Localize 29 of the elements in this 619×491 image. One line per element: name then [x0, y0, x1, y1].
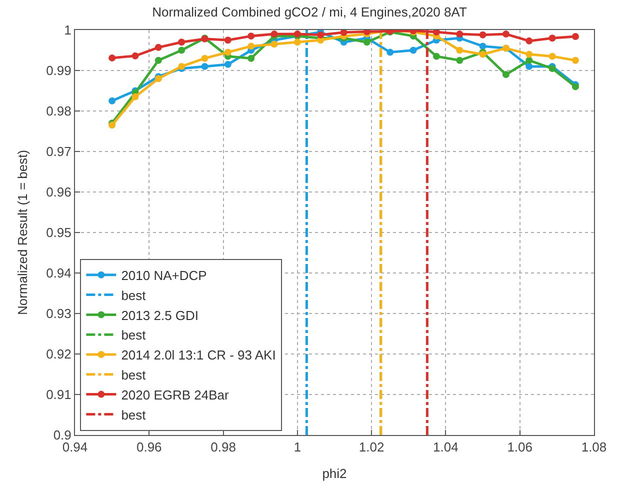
- legend-label: best: [121, 328, 146, 343]
- x-tick-label: 0.98: [210, 440, 236, 455]
- y-tick-label: 0.93: [46, 306, 72, 322]
- y-tick-label: 0.92: [46, 346, 72, 362]
- legend-label: best: [121, 407, 146, 422]
- y-tick-label: 0.9: [53, 428, 72, 443]
- y-tick-label: 0.96: [46, 184, 72, 200]
- legend-label: 2020 EGRB 24Bar: [121, 387, 230, 402]
- legend-label: 2014 2.0l 13:1 CR - 93 AKI: [121, 348, 276, 363]
- y-tick-label: 1: [64, 22, 72, 38]
- y-tick-label: 0.91: [46, 387, 72, 402]
- y-tick-label: 0.99: [46, 63, 72, 78]
- x-tick-label: 1.02: [358, 440, 384, 455]
- chart-title: Normalized Combined gCO2 / mi, 4 Engines,2020 8AT: [152, 4, 467, 20]
- x-tick-label: 1.04: [433, 440, 458, 455]
- legend-label: 2013 2.5 GDI: [121, 308, 199, 323]
- y-axis-title: Normalized Result (1 = best): [15, 150, 30, 316]
- y-tick-label: 0.94: [46, 266, 72, 281]
- y-tick-label: 0.95: [46, 225, 72, 240]
- y-tick-label: 0.97: [46, 144, 72, 160]
- x-axis-title: phi2: [322, 466, 347, 482]
- x-tick-label: 1.08: [581, 440, 607, 455]
- legend-label: 2010 NA+DCP: [121, 268, 207, 283]
- legend-label: best: [121, 367, 146, 382]
- x-tick-label: 1.06: [507, 440, 533, 455]
- legend-label: best: [121, 288, 146, 303]
- x-tick-label: 0.96: [136, 440, 162, 455]
- y-tick-label: 0.98: [46, 104, 72, 119]
- x-tick-label: 1: [294, 440, 302, 455]
